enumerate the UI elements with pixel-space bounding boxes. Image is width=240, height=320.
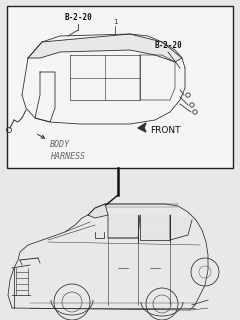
Text: BODY
HARNESS: BODY HARNESS — [50, 140, 85, 161]
Polygon shape — [140, 215, 170, 240]
Bar — [7, 6, 233, 168]
Text: B-2-20: B-2-20 — [154, 41, 182, 50]
Polygon shape — [138, 123, 146, 132]
Polygon shape — [88, 204, 108, 218]
Polygon shape — [108, 215, 140, 238]
Text: 1: 1 — [113, 19, 117, 25]
Polygon shape — [28, 34, 182, 62]
Polygon shape — [170, 215, 192, 240]
Text: FRONT: FRONT — [150, 125, 180, 134]
Text: B-2-20: B-2-20 — [64, 13, 92, 22]
